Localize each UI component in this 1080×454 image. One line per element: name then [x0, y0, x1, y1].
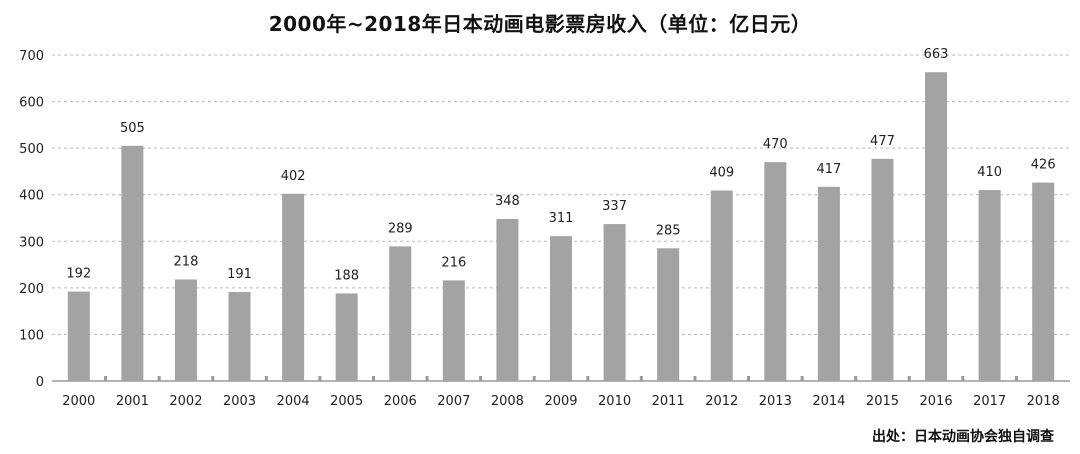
x-tick-label-2015: 2015 [866, 394, 899, 409]
bar-2016 [925, 72, 948, 381]
x-tick-label-2009: 2009 [544, 394, 577, 409]
bar-2004 [282, 193, 305, 381]
x-tick-label-2008: 2008 [491, 394, 524, 409]
bar-2014 [817, 186, 840, 381]
chart-title: 2000年~2018年日本动画电影票房收入（单位：亿日元） [268, 12, 812, 36]
bar-2013 [764, 162, 787, 381]
data-label-2017: 410 [977, 165, 1002, 180]
x-tick-label-2012: 2012 [705, 394, 738, 409]
bar-2002 [174, 279, 197, 381]
x-tick-label-2004: 2004 [277, 394, 310, 409]
x-tick-label-2002: 2002 [169, 394, 202, 409]
y-tick-label: 600 [19, 96, 44, 111]
data-label-2010: 337 [602, 199, 627, 214]
data-label-2016: 663 [924, 47, 949, 62]
bar-2003 [228, 292, 251, 381]
x-tick-label-2013: 2013 [759, 394, 792, 409]
x-tick-label-2011: 2011 [652, 394, 685, 409]
bars [67, 72, 1055, 381]
data-label-2002: 218 [174, 254, 199, 269]
y-tick-label: 700 [19, 49, 44, 64]
data-label-2015: 477 [870, 134, 895, 149]
bar-2007 [442, 280, 465, 381]
bar-2000 [67, 291, 90, 381]
bar-2012 [710, 190, 733, 381]
x-tick-label-2017: 2017 [973, 394, 1006, 409]
data-label-2012: 409 [709, 166, 734, 181]
bar-2009 [550, 236, 572, 381]
bar-2008 [496, 218, 519, 381]
data-label-2004: 402 [281, 169, 306, 184]
x-tick-label-2016: 2016 [920, 394, 953, 409]
bar-2015 [871, 158, 894, 381]
y-tick-label: 0 [36, 375, 44, 390]
y-tick-label: 300 [19, 235, 44, 250]
x-tick-label-2005: 2005 [330, 394, 363, 409]
x-tick-label-2006: 2006 [384, 394, 417, 409]
bar-2011 [657, 248, 680, 381]
data-label-2009: 311 [549, 211, 574, 226]
data-label-2005: 188 [334, 268, 359, 283]
bar-2005 [335, 293, 358, 381]
data-label-2014: 417 [816, 162, 841, 177]
source-note: 出处：日本动画协会独自调查 [872, 429, 1054, 445]
y-tick-label: 200 [19, 282, 44, 297]
x-tick-label-2003: 2003 [223, 394, 256, 409]
data-label-2013: 470 [763, 137, 788, 152]
bar-2001 [121, 145, 144, 381]
data-label-2006: 289 [388, 221, 413, 236]
x-tick-label-2010: 2010 [598, 394, 631, 409]
y-tick-label: 500 [19, 142, 44, 157]
bar-2017 [978, 190, 1001, 381]
data-label-2003: 191 [227, 267, 252, 282]
data-label-2001: 505 [120, 121, 145, 136]
x-tick-label-2018: 2018 [1027, 394, 1060, 409]
y-tick-label: 400 [19, 189, 44, 204]
data-label-2007: 216 [441, 255, 466, 270]
y-tick-label: 100 [19, 328, 44, 343]
bar-2010 [603, 224, 626, 381]
bar-2006 [389, 246, 412, 381]
data-label-2000: 192 [66, 267, 91, 282]
gridlines [52, 54, 1070, 335]
x-tick-label-2000: 2000 [62, 394, 95, 409]
data-label-2008: 348 [495, 194, 520, 209]
x-tick-label-2007: 2007 [437, 394, 470, 409]
x-tick-label-2001: 2001 [116, 394, 149, 409]
data-label-2011: 285 [656, 223, 681, 238]
x-tick-label-2014: 2014 [812, 394, 845, 409]
labels: 0 100 200 300 400 500 600 700 192 2000 505 2001 218 2… [19, 47, 1060, 409]
bar-2018 [1032, 182, 1055, 381]
data-label-2018: 426 [1031, 158, 1056, 173]
